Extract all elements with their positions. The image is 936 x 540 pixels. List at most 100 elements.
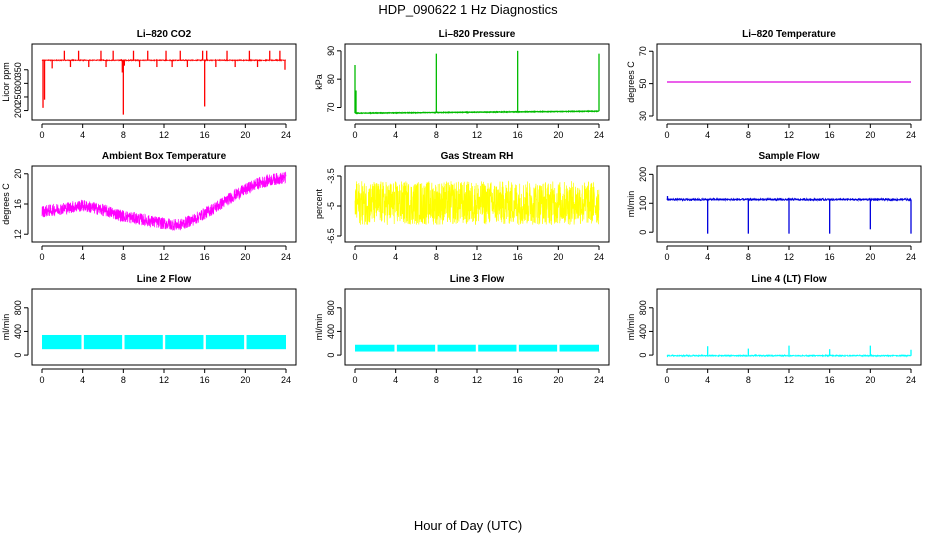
chart-title: Li–820 CO2 bbox=[137, 29, 192, 40]
y-axis-label: ml/min bbox=[314, 314, 324, 341]
chart-panel: Li–820 Temperature degrees C 0 4 8 12 16 20 24 30… bbox=[626, 29, 922, 140]
plot-frame bbox=[344, 288, 610, 366]
x-axis-label: Hour of Day (UTC) bbox=[413, 518, 523, 533]
x-tick-label: 0 bbox=[664, 375, 669, 385]
data-band bbox=[83, 334, 123, 350]
y-tick-label: 80 bbox=[326, 74, 336, 84]
x-tick-label: 20 bbox=[865, 252, 875, 262]
x-tick-label: 8 bbox=[434, 252, 439, 262]
data-band bbox=[355, 344, 395, 352]
chart-title: Li–820 Pressure bbox=[439, 29, 516, 40]
y-tick-label: 800 bbox=[326, 300, 336, 315]
y-tick-label: 400 bbox=[13, 324, 23, 339]
x-tick-label: 20 bbox=[865, 375, 875, 385]
x-tick-label: 16 bbox=[200, 252, 210, 262]
data-band bbox=[518, 344, 558, 352]
chart-title: Line 4 (LT) Flow bbox=[751, 274, 827, 285]
x-tick-label: 12 bbox=[159, 252, 169, 262]
y-tick-label: 800 bbox=[638, 300, 648, 315]
y-tick-label: 30 bbox=[638, 111, 648, 121]
data-band bbox=[42, 334, 82, 350]
x-tick-label: 12 bbox=[784, 375, 794, 385]
plot-frame bbox=[344, 165, 610, 243]
data-band bbox=[478, 344, 517, 352]
y-tick-label: -3.5 bbox=[326, 168, 336, 184]
y-axis-label: Licor ppm bbox=[1, 62, 11, 102]
y-axis-label: kPa bbox=[314, 74, 324, 90]
x-tick-label: 24 bbox=[281, 375, 291, 385]
x-tick-label: 20 bbox=[553, 375, 563, 385]
x-tick-label: 4 bbox=[80, 252, 85, 262]
x-tick-label: 4 bbox=[80, 375, 85, 385]
x-tick-label: 24 bbox=[906, 252, 916, 262]
chart-panel: Gas Stream RH percent 0 4 8 12 16 20 24 -6.5 -5 -3.… bbox=[314, 151, 610, 262]
y-tick-label: 90 bbox=[326, 46, 336, 56]
x-tick-label: 4 bbox=[705, 252, 710, 262]
chart-title: Line 3 Flow bbox=[450, 274, 505, 285]
x-tick-label: 0 bbox=[352, 252, 357, 262]
x-tick-label: 20 bbox=[240, 375, 250, 385]
x-tick-label: 16 bbox=[825, 130, 835, 140]
y-tick-label: 70 bbox=[638, 46, 648, 56]
y-tick-label: 250 bbox=[13, 89, 23, 104]
x-tick-label: 0 bbox=[39, 375, 44, 385]
data-band bbox=[246, 334, 286, 350]
x-tick-label: 12 bbox=[159, 375, 169, 385]
y-tick-label: 100 bbox=[638, 196, 648, 211]
chart-title: Line 2 Flow bbox=[137, 274, 192, 285]
x-tick-label: 16 bbox=[513, 375, 523, 385]
x-tick-label: 16 bbox=[825, 252, 835, 262]
chart-title: Li–820 Temperature bbox=[742, 29, 836, 40]
data-band bbox=[205, 334, 245, 350]
x-tick-label: 0 bbox=[352, 130, 357, 140]
y-tick-label: 0 bbox=[326, 353, 336, 358]
chart-panel: Li–820 CO2 Licor ppm 0 4 8 12 16 20 24 2002503003… bbox=[1, 29, 297, 140]
plot-frame bbox=[656, 43, 922, 121]
plot-frame bbox=[344, 43, 610, 121]
x-tick-label: 4 bbox=[705, 130, 710, 140]
x-tick-label: 24 bbox=[594, 375, 604, 385]
y-axis-label: degrees C bbox=[1, 183, 11, 225]
x-tick-label: 16 bbox=[200, 130, 210, 140]
y-tick-label: 70 bbox=[326, 102, 336, 112]
x-tick-label: 16 bbox=[513, 252, 523, 262]
chart-title: Ambient Box Temperature bbox=[102, 151, 227, 162]
chart-panel: Line 2 Flow ml/min 0 4 8 12 16 20 24 0 400 800 bbox=[1, 274, 297, 385]
x-tick-label: 12 bbox=[472, 375, 482, 385]
y-tick-label: 16 bbox=[13, 199, 23, 209]
y-tick-label: 20 bbox=[13, 169, 23, 179]
plot-frame bbox=[656, 165, 922, 243]
data-band bbox=[165, 334, 204, 350]
chart-title: Gas Stream RH bbox=[441, 151, 514, 162]
data-series bbox=[354, 109, 600, 115]
y-tick-label: 0 bbox=[13, 353, 23, 358]
y-tick-label: 800 bbox=[13, 300, 23, 315]
x-tick-label: 24 bbox=[281, 130, 291, 140]
x-tick-label: 4 bbox=[80, 130, 85, 140]
y-tick-label: -5 bbox=[326, 202, 336, 210]
x-tick-label: 12 bbox=[159, 130, 169, 140]
y-tick-label: 400 bbox=[326, 324, 336, 339]
y-axis-label: ml/min bbox=[1, 314, 11, 341]
plot-frame bbox=[31, 165, 297, 243]
x-tick-label: 24 bbox=[594, 130, 604, 140]
x-tick-label: 4 bbox=[393, 252, 398, 262]
data-band bbox=[437, 344, 476, 352]
data-band bbox=[559, 344, 599, 352]
x-tick-label: 20 bbox=[240, 252, 250, 262]
x-tick-label: 8 bbox=[121, 252, 126, 262]
y-axis-label: ml/min bbox=[626, 314, 636, 341]
x-tick-label: 4 bbox=[393, 130, 398, 140]
x-tick-label: 8 bbox=[121, 130, 126, 140]
chart-panel: Li–820 Pressure kPa 0 4 8 12 16 20 24 70 80 90 bbox=[314, 29, 610, 140]
chart-title: Sample Flow bbox=[758, 151, 819, 162]
x-tick-label: 20 bbox=[865, 130, 875, 140]
x-tick-label: 0 bbox=[352, 375, 357, 385]
data-series bbox=[41, 58, 287, 63]
x-tick-label: 12 bbox=[784, 252, 794, 262]
x-tick-label: 24 bbox=[906, 375, 916, 385]
y-tick-label: 0 bbox=[638, 230, 648, 235]
x-tick-label: 24 bbox=[906, 130, 916, 140]
x-tick-label: 0 bbox=[39, 252, 44, 262]
